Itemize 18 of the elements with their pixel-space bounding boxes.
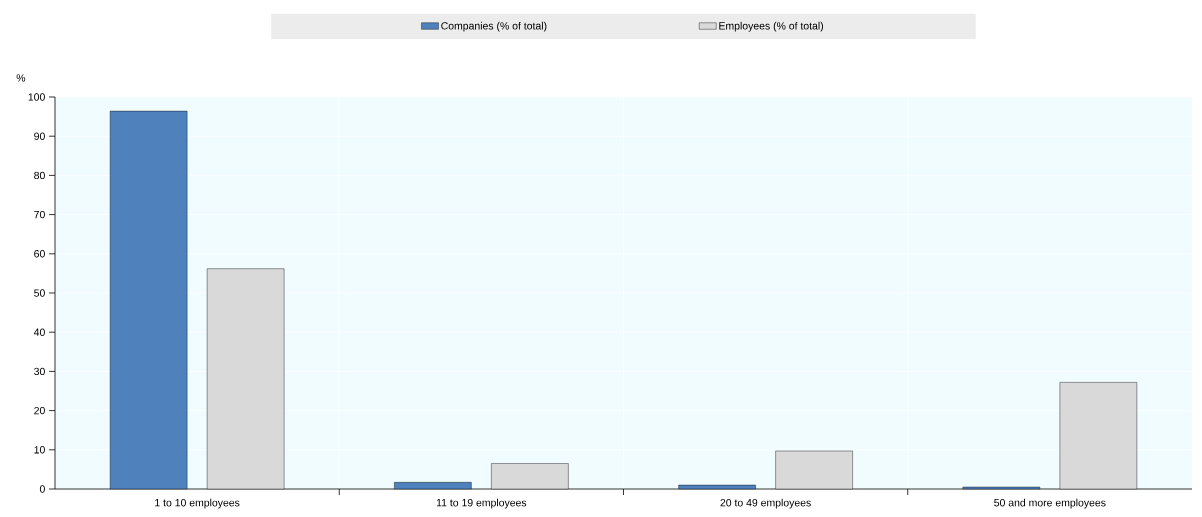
x-tick-label: 50 and more employees [994, 498, 1106, 509]
x-tick-label: 20 to 49 employees [720, 498, 811, 509]
y-axis-title: % [16, 74, 26, 82]
y-tick-label: 70 [34, 210, 45, 219]
x-tick-label: 1 to 10 employees [155, 498, 240, 509]
y-tick-label: 90 [34, 132, 45, 140]
y-tick-label: 20 [34, 406, 45, 415]
y-tick-label: 100 [28, 93, 45, 101]
y-tick-label: 30 [34, 367, 45, 376]
y-tick-label: 0 [39, 485, 45, 493]
y-tick-label: 40 [33, 328, 45, 336]
legend-label: Employees (% of total) [719, 21, 824, 32]
x-tick-label: 11 to 19 employees [436, 498, 527, 509]
y-tick-label: 10 [34, 446, 45, 454]
y-tick-label: 80 [34, 171, 45, 180]
legend-label: Companies (% of total) [441, 21, 547, 32]
y-tick-label: 50 [34, 289, 45, 297]
y-tick-label: 60 [34, 250, 45, 258]
